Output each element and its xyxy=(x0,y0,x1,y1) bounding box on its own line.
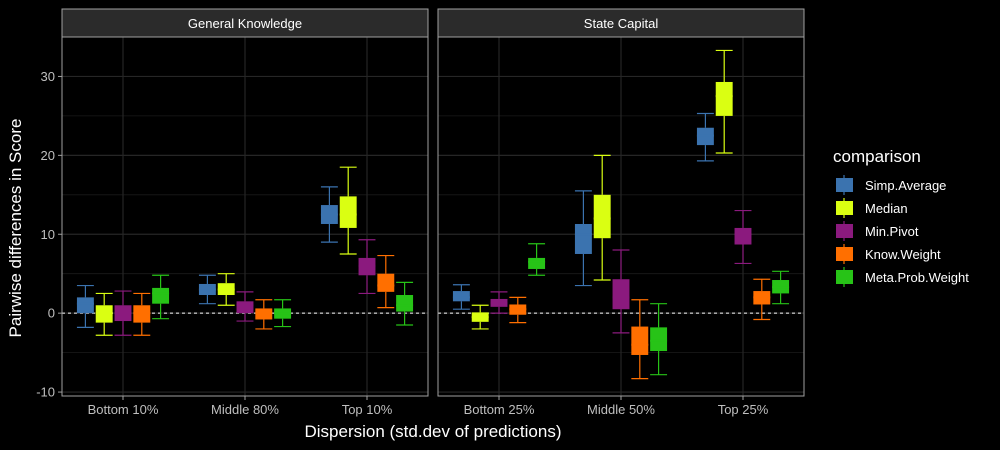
box-median xyxy=(339,166,357,255)
box-simp-average xyxy=(574,190,592,287)
y-tick-label: 10 xyxy=(41,227,55,242)
category-group-middle-80: Middle 80% xyxy=(198,273,292,417)
y-axis: -10 0 10 20 30 xyxy=(36,69,62,400)
box-body xyxy=(236,301,254,314)
box-median xyxy=(471,304,489,330)
box-know-weight xyxy=(377,254,395,309)
box-meta-prob-weight xyxy=(152,274,170,320)
box-know-weight xyxy=(631,299,649,380)
legend-label: Min.Pivot xyxy=(865,224,919,239)
box-body xyxy=(452,291,470,302)
legend-item-know-weight: Know.Weight xyxy=(836,244,941,264)
box-know-weight xyxy=(255,299,273,330)
box-know-weight xyxy=(133,292,151,336)
y-tick-label: 20 xyxy=(41,148,55,163)
box-median xyxy=(715,49,733,154)
category-group-bottom-10: Bottom 10% xyxy=(76,274,170,417)
box-meta-prob-weight xyxy=(650,303,668,376)
legend-item-median: Median xyxy=(836,198,908,218)
box-min-pivot xyxy=(734,209,752,265)
legend-label: Know.Weight xyxy=(865,247,941,262)
x-tick-label: Bottom 25% xyxy=(464,402,535,417)
box-body xyxy=(574,223,592,254)
box-meta-prob-weight xyxy=(528,243,546,276)
facet-panel-state-capital: State Capital Bottom 25% Middle 50% Top 25% xyxy=(437,8,805,417)
legend-key xyxy=(836,201,853,215)
box-simp-average xyxy=(320,186,338,243)
box-simp-average xyxy=(198,274,216,305)
legend-key xyxy=(836,178,853,192)
y-tick-label: -10 xyxy=(36,385,55,400)
box-meta-prob-weight xyxy=(772,270,790,305)
legend-key xyxy=(836,270,853,284)
legend-item-meta-prob-weight: Meta.Prob.Weight xyxy=(836,267,969,287)
x-tick-label: Top 25% xyxy=(718,402,769,417)
box-body xyxy=(734,227,752,245)
panel-border xyxy=(61,36,429,397)
box-meta-prob-weight xyxy=(274,299,292,328)
box-min-pivot xyxy=(612,249,630,334)
facet-panels: General Knowledge Bottom 10% Middle 80% Top… xyxy=(61,8,805,417)
box-know-weight xyxy=(753,278,771,321)
legend: comparison Simp.Average Median Min.Pivot Kn… xyxy=(833,147,969,287)
y-axis-label: Pairwise differences in Score xyxy=(6,119,25,338)
legend-item-simp-average: Simp.Average xyxy=(836,175,946,195)
x-tick-label: Middle 80% xyxy=(211,402,279,417)
box-min-pivot xyxy=(236,291,254,322)
box-median xyxy=(593,154,611,281)
legend-label: Median xyxy=(865,201,908,216)
facet-strip xyxy=(61,8,429,38)
category-group-top-25: Top 25% xyxy=(696,49,790,417)
box-body xyxy=(612,279,630,310)
legend-item-min-pivot: Min.Pivot xyxy=(836,221,919,241)
box-body xyxy=(339,196,357,228)
facet-title: State Capital xyxy=(584,16,659,31)
box-body xyxy=(528,257,546,269)
box-min-pivot xyxy=(114,290,132,336)
category-group-top-10: Top 10% xyxy=(320,166,414,417)
box-min-pivot xyxy=(490,291,508,314)
box-know-weight xyxy=(509,296,527,324)
box-median xyxy=(95,292,113,336)
box-body xyxy=(631,326,649,355)
box-body xyxy=(715,81,733,116)
panel-border xyxy=(437,36,805,397)
facet-panel-general-knowledge: General Knowledge Bottom 10% Middle 80% Top… xyxy=(61,8,429,417)
y-tick-label: 30 xyxy=(41,69,55,84)
box-simp-average xyxy=(76,284,94,328)
box-min-pivot xyxy=(358,239,376,295)
box-body xyxy=(377,273,395,292)
box-body xyxy=(152,287,170,304)
box-meta-prob-weight xyxy=(396,281,414,326)
legend-key xyxy=(836,247,853,261)
legend-key xyxy=(836,224,853,238)
legend-title: comparison xyxy=(833,147,921,166)
x-tick-label: Top 10% xyxy=(342,402,393,417)
box-body xyxy=(593,194,611,239)
legend-label: Simp.Average xyxy=(865,178,946,193)
category-group-middle-50: Middle 50% xyxy=(574,154,668,417)
x-axis-label: Dispersion (std.dev of predictions) xyxy=(304,422,561,441)
x-tick-label: Bottom 10% xyxy=(88,402,159,417)
x-tick-label: Middle 50% xyxy=(587,402,655,417)
box-simp-average xyxy=(696,112,714,162)
box-body xyxy=(396,295,414,312)
legend-label: Meta.Prob.Weight xyxy=(865,270,969,285)
category-group-bottom-25: Bottom 25% xyxy=(452,243,546,417)
facet-title: General Knowledge xyxy=(188,16,302,31)
box-body xyxy=(76,297,94,314)
box-median xyxy=(217,273,235,306)
y-tick-label: 0 xyxy=(48,306,55,321)
box-body xyxy=(650,327,668,352)
legend-items: Simp.Average Median Min.Pivot Know.Weight Me… xyxy=(836,175,969,287)
box-simp-average xyxy=(452,284,470,310)
